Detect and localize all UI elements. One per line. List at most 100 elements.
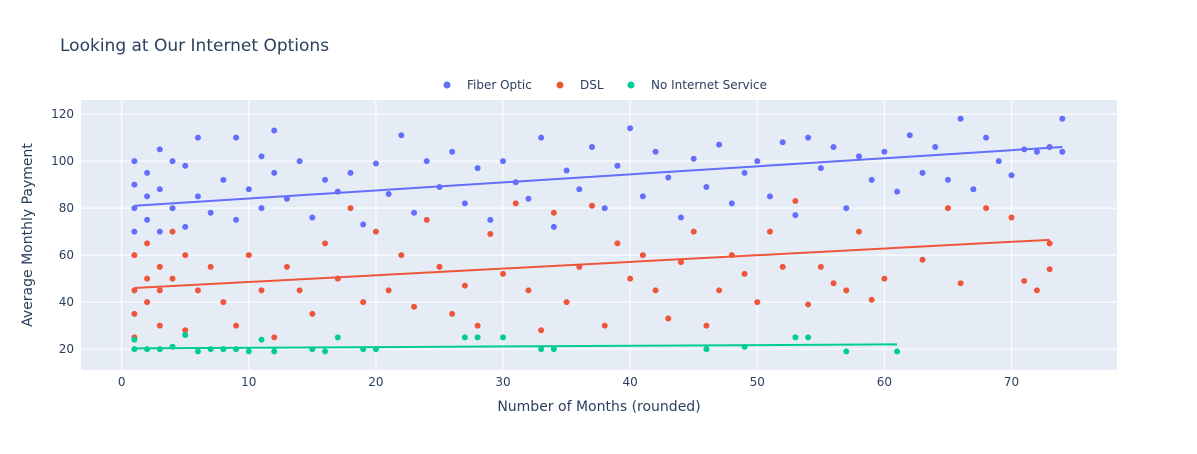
- data-point: [957, 115, 964, 122]
- y-axis-label: Average Monthly Payment: [20, 143, 36, 327]
- plot-area: [81, 100, 1117, 370]
- x-tick-label: 30: [495, 375, 510, 389]
- data-point: [868, 296, 875, 303]
- data-point: [271, 334, 278, 341]
- data-point: [1033, 287, 1040, 294]
- data-point: [258, 153, 265, 160]
- data-point: [220, 299, 227, 306]
- data-point: [690, 228, 697, 235]
- data-point: [677, 259, 684, 266]
- y-tick-label: 80: [59, 201, 74, 215]
- data-point: [131, 158, 138, 165]
- data-point: [830, 280, 837, 287]
- data-point: [944, 205, 951, 212]
- data-point: [500, 158, 507, 165]
- data-point: [1059, 148, 1066, 155]
- trendline: [134, 145, 1063, 207]
- data-point: [347, 169, 354, 176]
- data-point: [144, 275, 151, 282]
- data-point: [322, 176, 329, 183]
- data-point: [296, 158, 303, 165]
- data-point: [576, 186, 583, 193]
- data-point: [766, 193, 773, 200]
- data-point: [156, 228, 163, 235]
- data-point: [474, 334, 481, 341]
- x-tick-label: 20: [368, 375, 383, 389]
- x-tick-label: 50: [750, 375, 765, 389]
- data-point: [550, 209, 557, 216]
- data-point: [538, 134, 545, 141]
- data-point: [538, 346, 545, 353]
- data-point: [182, 223, 189, 230]
- data-point: [423, 216, 430, 223]
- data-point: [131, 228, 138, 235]
- data-point: [258, 287, 265, 294]
- data-point: [614, 240, 621, 247]
- data-point: [144, 299, 151, 306]
- data-point: [1021, 277, 1028, 284]
- data-point: [207, 263, 214, 270]
- data-point: [156, 186, 163, 193]
- data-point: [411, 303, 418, 310]
- data-point: [144, 169, 151, 176]
- data-point: [550, 346, 557, 353]
- data-point: [766, 228, 773, 235]
- data-point: [156, 287, 163, 294]
- data-point: [779, 139, 786, 146]
- data-point: [487, 230, 494, 237]
- data-point: [779, 263, 786, 270]
- data-point: [639, 252, 646, 259]
- data-point: [347, 205, 354, 212]
- data-point: [741, 169, 748, 176]
- data-point: [271, 127, 278, 134]
- data-point: [855, 228, 862, 235]
- data-point: [906, 132, 913, 139]
- data-point: [843, 205, 850, 212]
- data-point: [677, 214, 684, 221]
- data-point: [398, 132, 405, 139]
- data-point: [372, 160, 379, 167]
- data-point: [919, 256, 926, 263]
- data-point: [271, 169, 278, 176]
- data-point: [436, 263, 443, 270]
- data-point: [703, 322, 710, 329]
- data-point: [881, 275, 888, 282]
- data-point: [360, 299, 367, 306]
- data-point: [156, 146, 163, 153]
- data-point: [131, 181, 138, 188]
- data-point: [805, 334, 812, 341]
- data-point: [792, 334, 799, 341]
- data-point: [309, 214, 316, 221]
- data-point: [474, 165, 481, 172]
- data-point: [627, 275, 634, 282]
- y-tick-label: 120: [51, 107, 74, 121]
- data-point: [233, 322, 240, 329]
- data-point: [131, 336, 138, 343]
- data-point: [868, 176, 875, 183]
- data-point: [322, 240, 329, 247]
- data-point: [970, 186, 977, 193]
- data-point: [1033, 148, 1040, 155]
- x-tick-label: 40: [623, 375, 638, 389]
- data-point: [144, 240, 151, 247]
- data-point: [894, 348, 901, 355]
- data-point: [360, 221, 367, 228]
- data-point: [296, 287, 303, 294]
- data-point: [461, 334, 468, 341]
- data-point: [271, 348, 278, 355]
- data-point: [1008, 172, 1015, 179]
- data-point: [194, 287, 201, 294]
- y-tick-label: 20: [59, 342, 74, 356]
- data-point: [716, 141, 723, 148]
- data-point: [131, 252, 138, 259]
- legend-marker: [627, 81, 635, 89]
- data-point: [309, 310, 316, 317]
- data-point: [830, 143, 837, 150]
- chart-title: Looking at Our Internet Options: [60, 36, 329, 56]
- data-point: [639, 193, 646, 200]
- data-point: [487, 216, 494, 223]
- data-point: [792, 212, 799, 219]
- data-point: [283, 263, 290, 270]
- data-point: [169, 205, 176, 212]
- data-point: [703, 346, 710, 353]
